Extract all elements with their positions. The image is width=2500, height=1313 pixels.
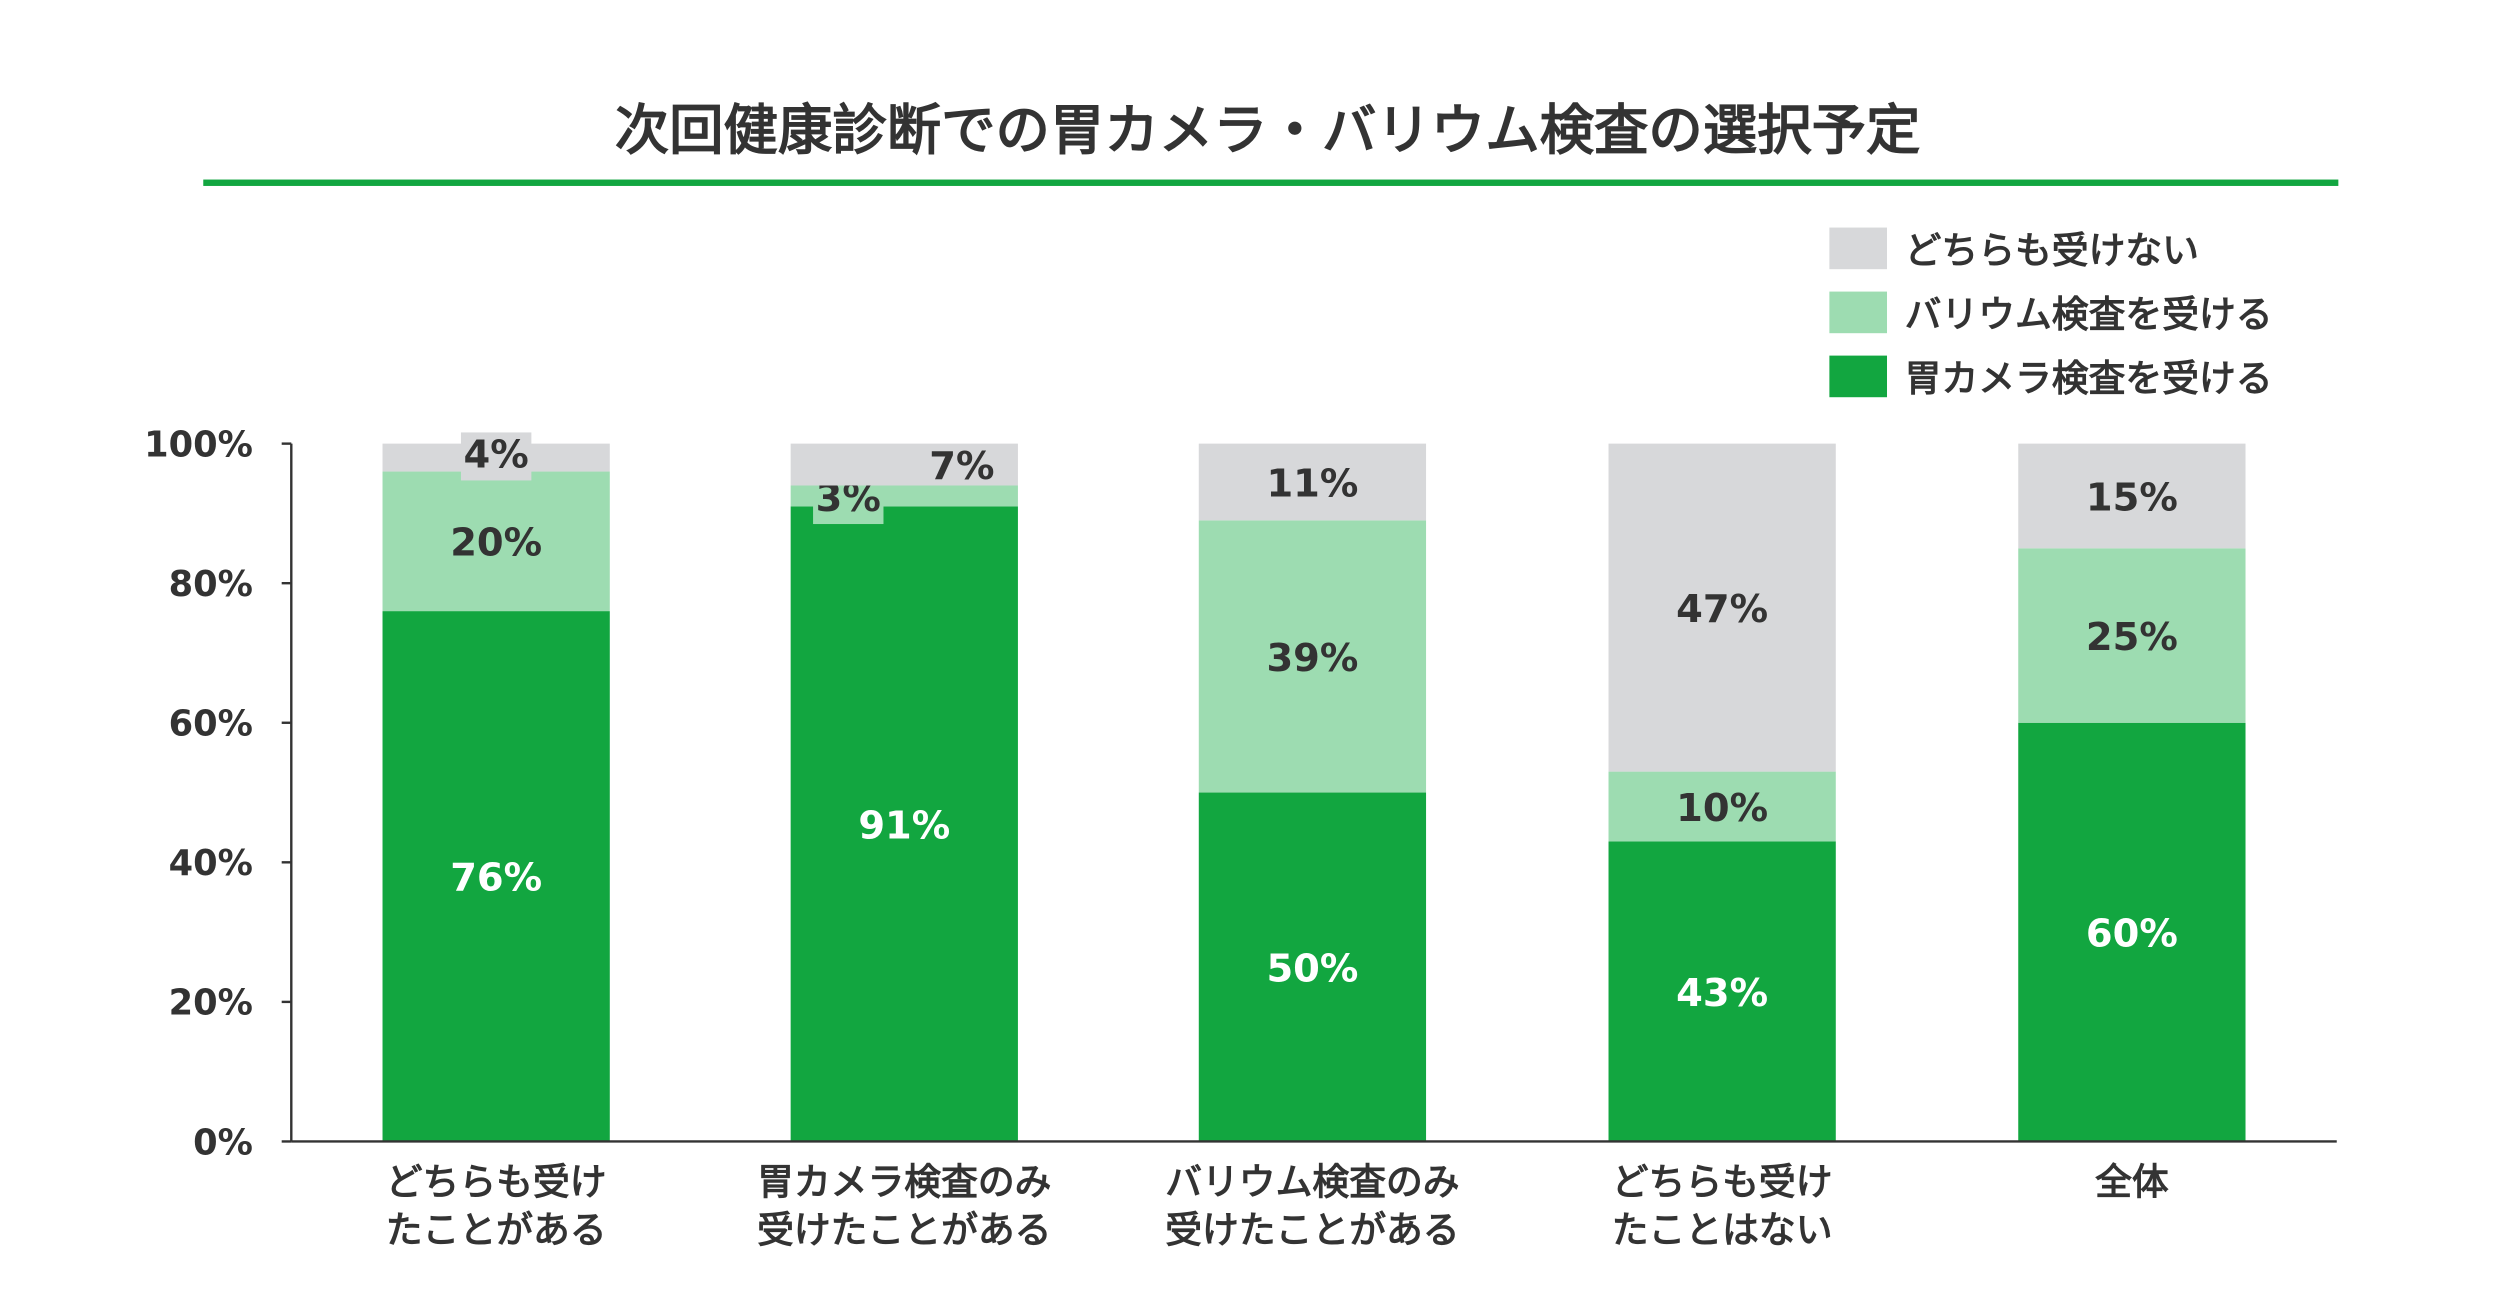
legend-label: 胃カメラ検査を受ける xyxy=(1905,357,2273,400)
bar-segment xyxy=(1608,443,1836,772)
bar-segment xyxy=(1608,841,1836,1142)
data-label: 50% xyxy=(1266,946,1358,991)
data-label: 76% xyxy=(450,856,542,901)
x-tick-label: バリウム検査のみ xyxy=(1165,1160,1459,1203)
bars: 76%20%4%91%3%7%50%39%11%43%10%47%60%25%1… xyxy=(382,432,2246,1142)
legend-label: バリウム検査を受ける xyxy=(1905,293,2273,336)
x-tick-label: たことがある xyxy=(386,1208,607,1251)
data-label-background xyxy=(460,432,532,481)
bar-segment xyxy=(382,471,610,612)
x-tick-label: どちらも受け xyxy=(386,1160,607,1203)
x-tick-label: 胃カメラ検査のみ xyxy=(757,1160,1051,1203)
bar-segment xyxy=(2018,443,2246,549)
y-tick-label: 0% xyxy=(193,1122,253,1163)
data-label: 91% xyxy=(858,803,950,848)
bar-segment xyxy=(382,611,610,1142)
data-label: 43% xyxy=(1676,971,1768,1016)
bar-segment xyxy=(2018,722,2246,1142)
data-label: 10% xyxy=(1676,786,1768,831)
data-label: 20% xyxy=(450,521,542,566)
data-label: 11% xyxy=(1266,461,1358,506)
x-tick-label: 全体 xyxy=(2094,1160,2169,1203)
data-label: 4% xyxy=(464,433,529,478)
data-label: 7% xyxy=(929,444,994,489)
bar-segment xyxy=(1198,792,1427,1142)
x-tick-label: 受けたことがある xyxy=(1165,1208,1459,1251)
y-tick-label: 40% xyxy=(169,843,253,884)
x-tick-label: 受けたことがある xyxy=(757,1208,1051,1251)
x-tick-label: どちらも受け xyxy=(1612,1160,1833,1203)
y-tick-label: 100% xyxy=(144,424,253,465)
y-tick-label: 20% xyxy=(169,983,253,1024)
legend-label: どちらも受けない xyxy=(1905,229,2199,272)
legend-swatch xyxy=(1829,291,1888,334)
title-underline xyxy=(203,179,2339,186)
data-label: 39% xyxy=(1266,636,1358,681)
data-label: 47% xyxy=(1676,587,1768,632)
axes: 0%20%40%60%80%100%どちらも受けたことがある胃カメラ検査のみ受け… xyxy=(144,424,2337,1251)
bar-segment xyxy=(790,443,1018,486)
legend-swatch xyxy=(1829,227,1888,270)
data-label: 15% xyxy=(2086,475,2178,520)
data-label: 25% xyxy=(2086,615,2178,660)
bar-segment xyxy=(2018,548,2246,723)
data-label: 60% xyxy=(2086,912,2178,957)
legend-swatch xyxy=(1829,355,1888,398)
bar-segment xyxy=(1198,443,1427,521)
bar-segment xyxy=(1198,520,1427,793)
y-tick-label: 60% xyxy=(169,704,253,745)
bar-segment xyxy=(790,506,1018,1142)
x-tick-label: たことはない xyxy=(1612,1208,1833,1251)
y-tick-label: 80% xyxy=(169,564,253,605)
bar-segment xyxy=(1608,771,1836,842)
chart-title: 次回健康診断での胃カメラ・バリウム検査の選択予定 xyxy=(615,98,1921,162)
